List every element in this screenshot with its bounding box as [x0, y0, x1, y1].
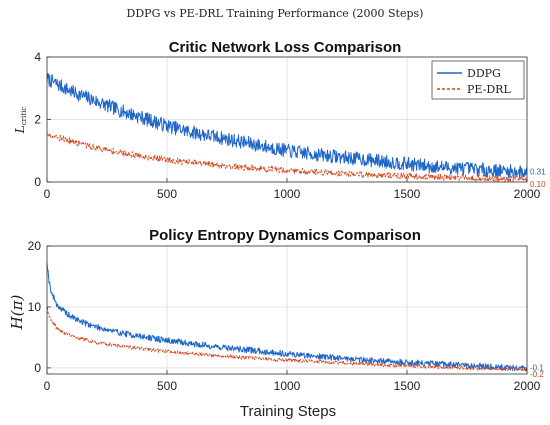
x-tick-label: 1500	[394, 379, 421, 393]
legend-box	[431, 60, 525, 100]
y-tick-label: 0	[34, 361, 41, 375]
y-tick-label: 4	[34, 50, 41, 64]
pe-drl-series-line	[46, 306, 528, 372]
y-tick-label: 0	[34, 175, 41, 189]
figure-suptitle: DDPG vs PE-DRL Training Performance (200…	[127, 7, 424, 20]
legend-label-ddpg: DDPG	[467, 67, 501, 80]
x-tick-label: 0	[44, 379, 51, 393]
x-tick-label: 0	[44, 187, 51, 201]
legend: DDPG PE-DRL	[431, 60, 525, 100]
ddpg-series-line	[46, 72, 528, 179]
entropy-ylabel: H(π)	[8, 295, 26, 331]
x-tick-label: 2000	[514, 187, 541, 201]
x-tick-label: 500	[157, 379, 177, 393]
pe-drl-end-label: -0.2	[530, 370, 544, 379]
y-tick-label: 10	[28, 300, 42, 314]
x-axis-label: Training Steps	[240, 403, 336, 420]
entropy-panel: Policy Entropy Dynamics Comparison H(π) …	[8, 227, 544, 393]
ddpg-end-label: 0.31	[530, 167, 546, 176]
x-tick-label: 500	[157, 187, 177, 201]
x-tick-label: 1000	[274, 187, 301, 201]
critic-loss-panel: Critic Network Loss Comparison Lcritic 0…	[13, 39, 546, 201]
critic-loss-title: Critic Network Loss Comparison	[169, 39, 402, 56]
y-tick-label: 20	[28, 239, 42, 253]
critic-loss-ylabel: Lcritic	[13, 107, 28, 135]
ddpg-series-line	[46, 262, 528, 372]
y-tick-label: 2	[34, 113, 41, 127]
x-tick-label: 2000	[514, 379, 541, 393]
pe-drl-series-line	[46, 131, 528, 183]
entropy-title: Policy Entropy Dynamics Comparison	[149, 227, 421, 244]
legend-label-pe-drl: PE-DRL	[467, 83, 511, 96]
ddpg-end-label: -0.1	[530, 364, 544, 373]
pe-drl-end-label: 0.10	[530, 180, 546, 189]
x-tick-label: 1500	[394, 187, 421, 201]
x-tick-label: 1000	[274, 379, 301, 393]
